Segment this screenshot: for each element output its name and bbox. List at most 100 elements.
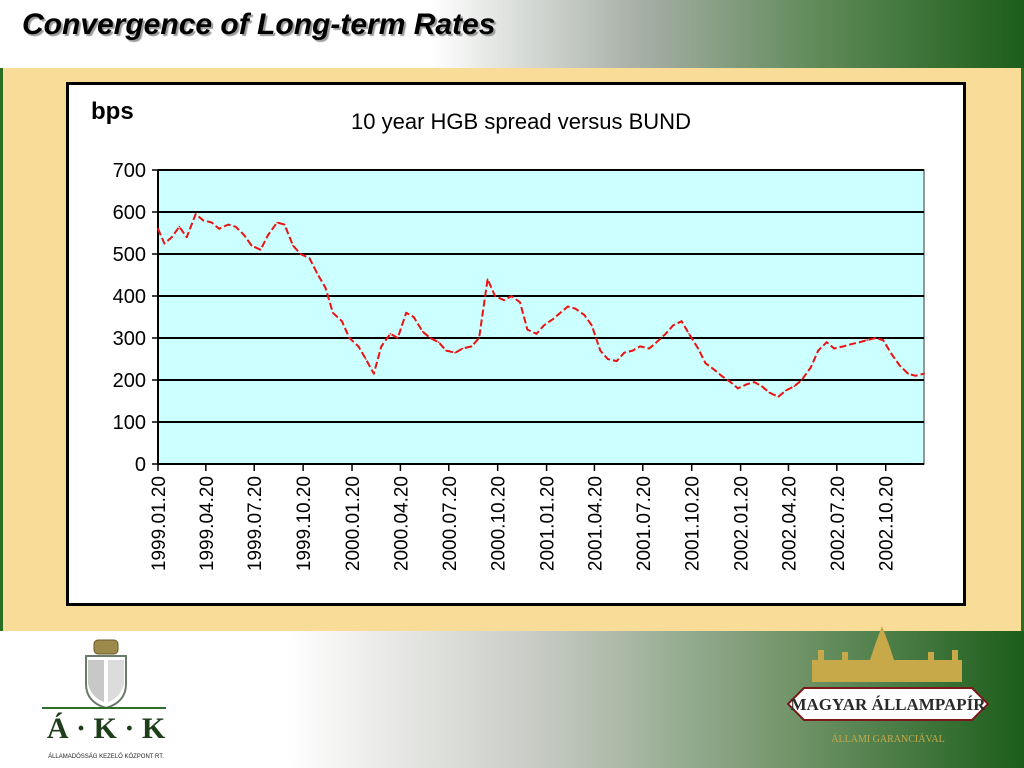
header-band (0, 0, 1024, 68)
data-point (810, 366, 812, 369)
data-point (526, 328, 529, 331)
data-point (454, 351, 457, 354)
data-point (412, 316, 415, 318)
data-point (874, 337, 877, 339)
x-tick-label: 2002.10.20 (877, 476, 898, 571)
data-point (171, 236, 173, 238)
data-point (898, 364, 901, 367)
data-point (800, 379, 803, 381)
x-tick-label: 1999.07.20 (245, 476, 266, 571)
data-point (672, 324, 674, 327)
data-point (445, 349, 447, 352)
data-point (437, 341, 440, 344)
data-point (648, 347, 650, 350)
data-point (591, 324, 593, 327)
data-point (785, 389, 787, 392)
data-point (494, 295, 496, 297)
data-point (882, 339, 884, 341)
data-point (753, 381, 756, 383)
y-tick-label: 200 (113, 370, 146, 392)
data-point (250, 244, 253, 247)
akk-logo: Á · K · K ÁLLAMADÓSSÁG KEZELŐ KÖZPONT RT… (42, 639, 166, 760)
data-point (185, 236, 188, 238)
y-tick-label: 300 (113, 328, 146, 350)
data-point (623, 351, 625, 354)
data-point (227, 223, 229, 226)
data-point (396, 337, 399, 339)
data-point (324, 286, 327, 289)
data-point (259, 249, 262, 251)
data-point (729, 381, 732, 383)
data-point (713, 368, 715, 371)
data-point (825, 341, 828, 344)
y-tick-label: 600 (113, 202, 146, 224)
data-point (210, 221, 213, 224)
y-tick-label: 0 (135, 454, 146, 476)
data-point (583, 314, 586, 316)
data-point (519, 301, 521, 304)
x-tick-label: 2000.07.20 (440, 476, 461, 571)
parliament-icon (812, 626, 962, 682)
data-point (552, 318, 554, 320)
data-point (704, 362, 707, 365)
x-tick-label: 2000.04.20 (391, 476, 412, 571)
x-tick-label: 2002.07.20 (828, 476, 849, 571)
data-point (429, 337, 432, 339)
data-point (817, 349, 819, 352)
data-point (157, 228, 159, 230)
akk-letters: Á · K · K (47, 712, 166, 745)
y-tick-label: 500 (113, 244, 146, 266)
x-tick-label: 1999.01.20 (149, 476, 170, 571)
data-point (543, 324, 545, 327)
data-point (631, 349, 634, 352)
data-point (567, 305, 569, 308)
data-point (405, 312, 408, 314)
data-point (688, 333, 690, 335)
data-point (858, 341, 861, 344)
data-point (599, 349, 602, 352)
x-tick-label: 1999.10.20 (294, 476, 315, 571)
coat-of-arms-icon (85, 639, 127, 710)
data-point (866, 339, 868, 341)
data-point (891, 354, 893, 356)
data-point (746, 383, 748, 386)
x-tick-label: 2001.04.20 (585, 476, 606, 571)
chart-title: 10 year HGB spread versus BUND (351, 109, 691, 134)
x-tick-label: 2000.01.20 (343, 476, 364, 571)
data-point (234, 225, 237, 228)
chart-frame: bps 10 year HGB spread versus BUND 0 100 2… (66, 82, 966, 606)
data-point (421, 330, 424, 333)
data-point (316, 272, 318, 274)
data-point (535, 333, 538, 335)
x-tick-label: 2000.10.20 (489, 476, 510, 571)
data-point (332, 312, 334, 314)
data-point (503, 299, 505, 301)
plot-area (157, 169, 925, 465)
data-point (606, 358, 609, 360)
data-point (308, 257, 311, 259)
data-point (218, 228, 220, 230)
data-point (842, 345, 844, 348)
x-tick-label: 2002.04.20 (779, 476, 800, 571)
data-point (680, 320, 683, 322)
data-point (510, 295, 513, 297)
x-tick-label: 2002.01.20 (732, 476, 753, 571)
akk-caption: ÁLLAMADÓSSÁG KEZELŐ KÖZPONT RT. (48, 753, 164, 760)
data-point (777, 396, 780, 398)
data-point (194, 213, 197, 215)
banner-text: MAGYAR ÁLLAMPAPÍR (790, 695, 986, 714)
x-tick-label: 2001.07.20 (634, 476, 655, 571)
data-point (720, 375, 723, 377)
data-point (357, 345, 360, 348)
data-point (737, 387, 739, 390)
data-point (559, 312, 562, 314)
data-point (615, 360, 618, 362)
x-tick-label: 2001.01.20 (538, 476, 559, 571)
data-point (341, 320, 343, 322)
tagline-text: ÁLLAMI GARANCIÁVAL (831, 733, 944, 745)
data-point (761, 385, 763, 388)
data-point (833, 347, 835, 350)
y-tick-label: 400 (113, 286, 146, 308)
data-point (478, 337, 480, 339)
data-point (768, 391, 771, 394)
